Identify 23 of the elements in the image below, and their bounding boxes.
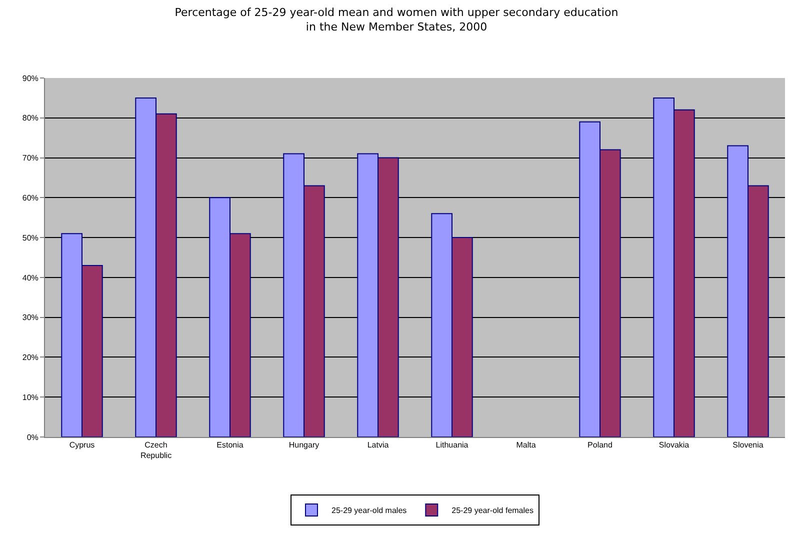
y-tick-label: 0% — [26, 432, 38, 442]
y-tick-label: 10% — [22, 392, 38, 402]
y-tick-label: 40% — [22, 273, 38, 282]
x-tick-label: Czech Republic — [140, 440, 172, 460]
y-tick-label: 20% — [22, 353, 38, 362]
x-tick-label: Lithuania — [436, 440, 469, 450]
x-tick-label: Slovenia — [732, 440, 764, 450]
y-tick-label: 60% — [22, 193, 38, 202]
x-tick-label: Malta — [516, 440, 536, 450]
x-tick-label: Slovakia — [658, 440, 690, 450]
y-tick-label: 30% — [22, 313, 38, 322]
x-tick-label: Cyprus — [69, 440, 95, 450]
y-tick-label: 90% — [22, 74, 38, 83]
legend-label: 25-29 year-old females — [452, 506, 534, 516]
legend-label: 25-29 year-old males — [332, 506, 407, 516]
y-tick-label: 80% — [22, 114, 38, 123]
y-tick-label: 50% — [22, 233, 38, 242]
x-tick-label: Estonia — [216, 440, 244, 450]
x-tick-label: Poland — [588, 440, 612, 450]
chart-title: Percentage of 25-29 year-old mean and women with upper secondary education in the New Member States, 2000 — [174, 6, 618, 34]
x-tick-label: Hungary — [288, 440, 320, 450]
y-tick-label: 70% — [22, 154, 38, 163]
x-tick-label: Latvia — [367, 440, 390, 450]
